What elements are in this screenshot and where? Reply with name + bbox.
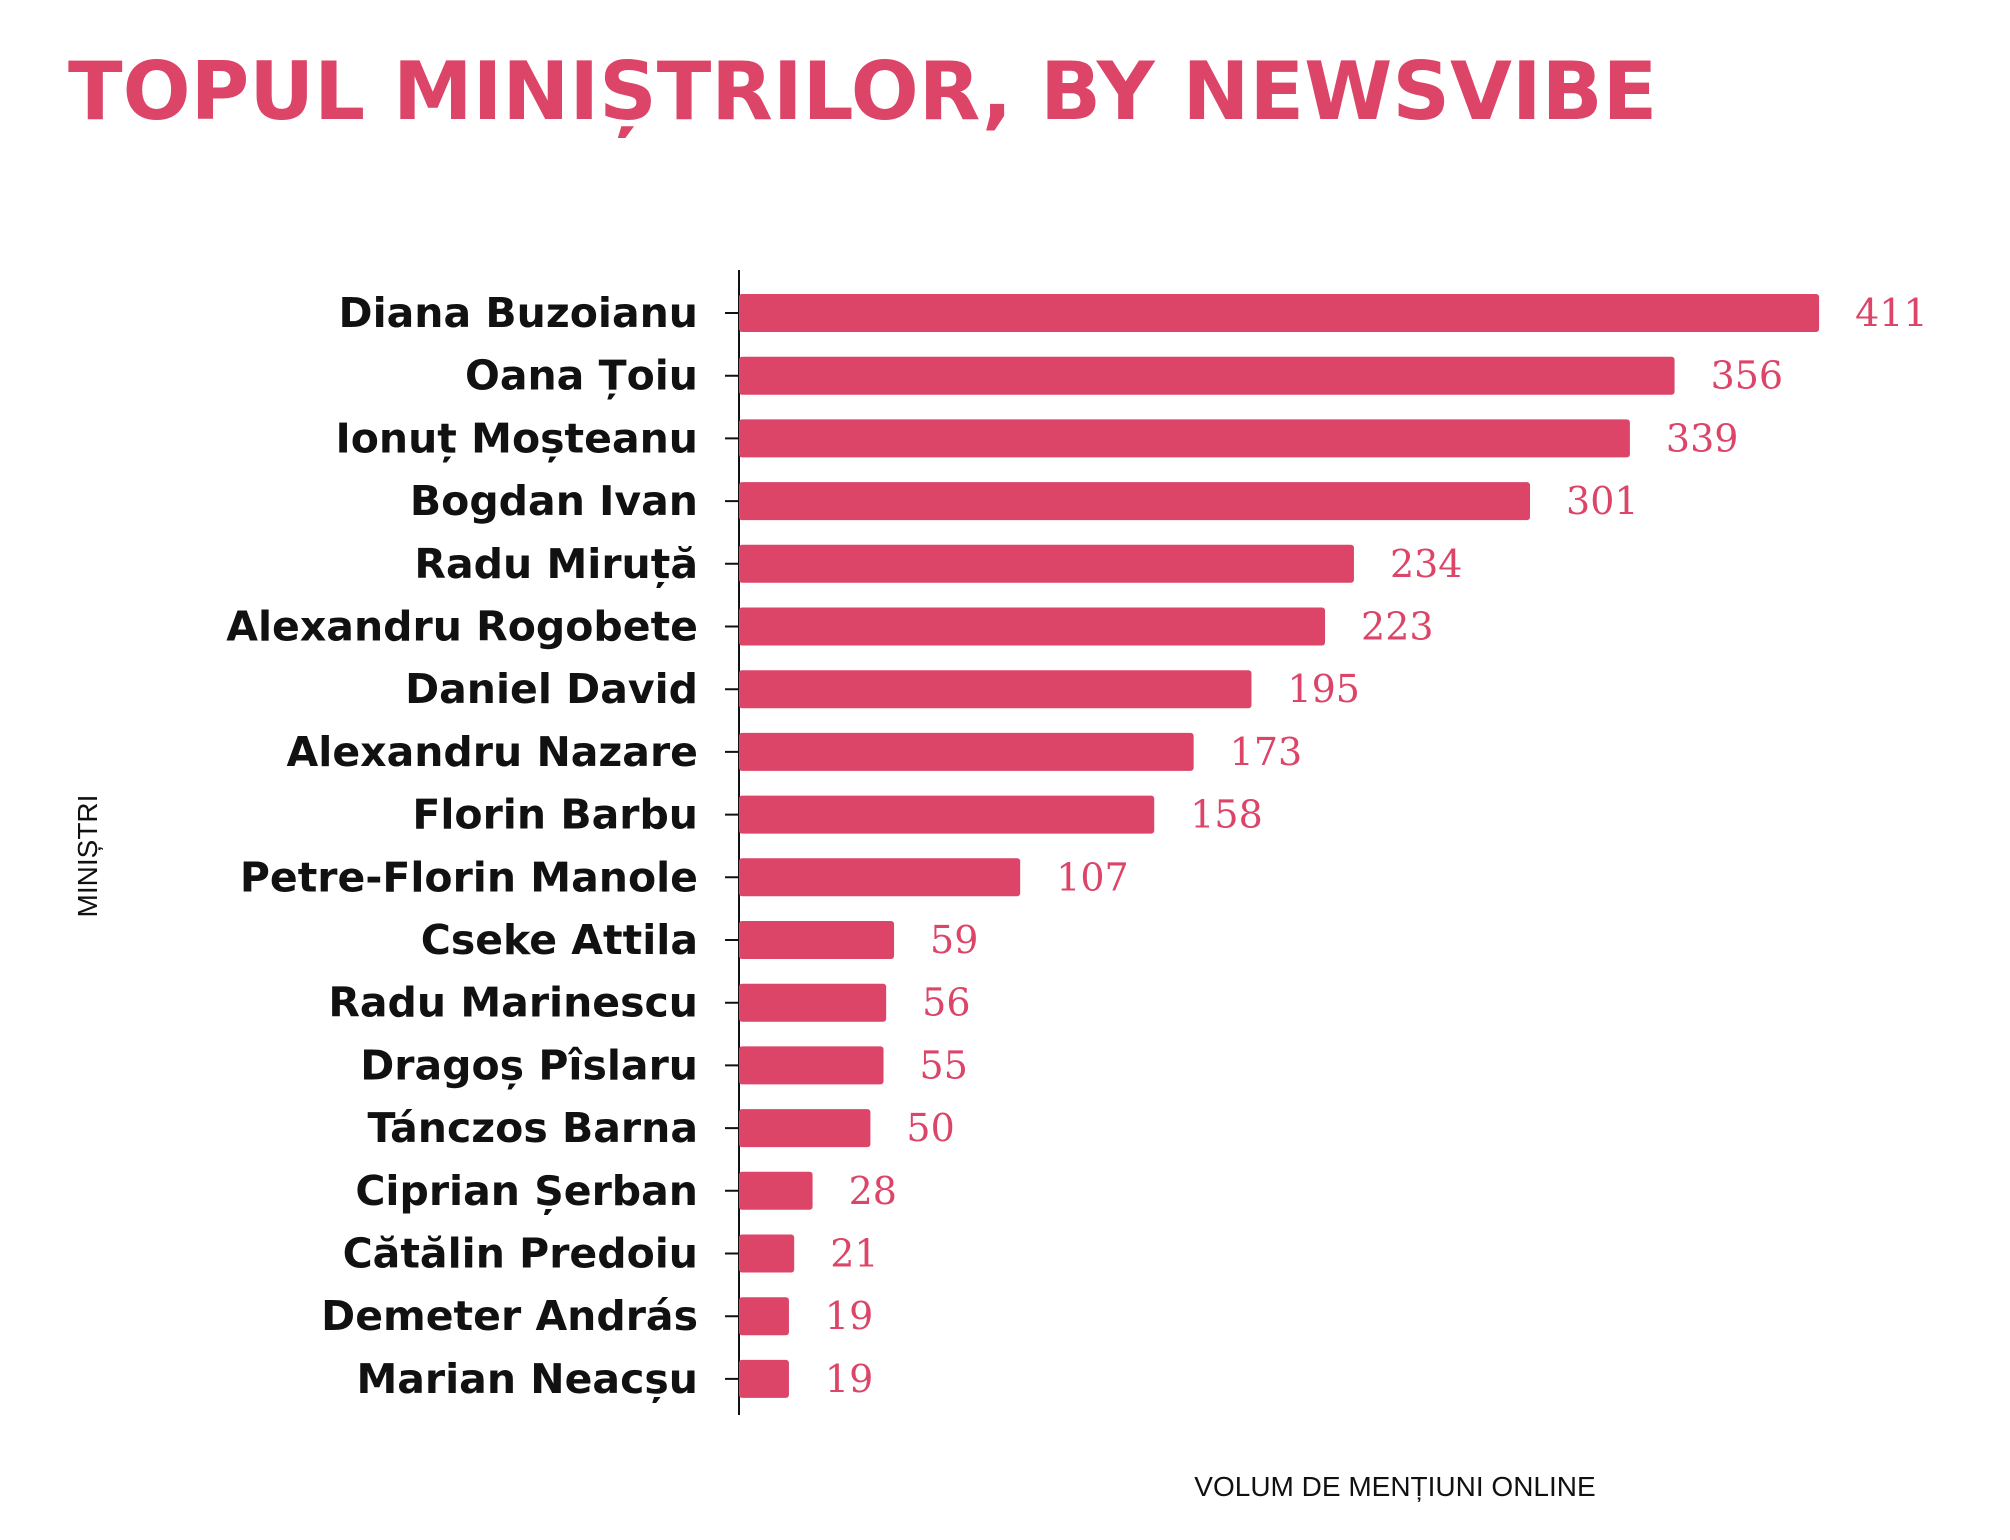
bar bbox=[739, 858, 1021, 897]
y-axis-title: MINIȘTRI bbox=[72, 795, 103, 918]
category-label: Demeter András bbox=[321, 1292, 698, 1340]
bar bbox=[739, 1109, 871, 1148]
category-label: Bogdan Ivan bbox=[410, 477, 698, 525]
data-label: 55 bbox=[920, 1043, 968, 1087]
category-label: Daniel David bbox=[405, 665, 698, 713]
category-label: Ciprian Șerban bbox=[355, 1167, 698, 1215]
data-label: 234 bbox=[1390, 542, 1463, 586]
bar bbox=[739, 544, 1354, 583]
bar bbox=[739, 795, 1155, 834]
bar bbox=[739, 670, 1252, 709]
data-label: 411 bbox=[1855, 291, 1928, 335]
bar bbox=[739, 1359, 789, 1398]
bars-layer bbox=[739, 294, 1820, 1398]
labels-layer: Diana Buzoianu 411 Oana Țoiu 356 Ionuț Moște… bbox=[226, 289, 1927, 1403]
category-label: Dragoș Pîslaru bbox=[360, 1041, 698, 1089]
bar bbox=[739, 1297, 789, 1336]
bar bbox=[739, 1046, 884, 1085]
bar bbox=[739, 356, 1675, 395]
data-label: 59 bbox=[930, 918, 978, 962]
bar bbox=[739, 732, 1194, 771]
bar bbox=[739, 482, 1531, 521]
data-label: 339 bbox=[1666, 416, 1739, 460]
bar bbox=[739, 983, 887, 1022]
x-axis-title: VOLUM DE MENȚIUNI ONLINE bbox=[1194, 1471, 1595, 1502]
category-label: Tánczos Barna bbox=[367, 1104, 698, 1152]
data-label: 356 bbox=[1711, 354, 1784, 398]
data-label: 301 bbox=[1566, 479, 1639, 523]
bar bbox=[739, 607, 1326, 646]
data-label: 195 bbox=[1287, 667, 1360, 711]
data-label: 19 bbox=[825, 1294, 873, 1338]
data-label: 28 bbox=[849, 1169, 897, 1213]
category-label: Diana Buzoianu bbox=[339, 289, 698, 337]
category-label: Cseke Attila bbox=[421, 916, 698, 964]
category-label: Alexandru Rogobete bbox=[226, 603, 698, 651]
bar bbox=[739, 419, 1630, 458]
data-label: 50 bbox=[906, 1106, 954, 1150]
category-label: Florin Barbu bbox=[412, 791, 698, 839]
data-label: 107 bbox=[1056, 855, 1129, 899]
chart-title: TOPUL MINIȘTRILOR, BY NEWSVIBE bbox=[68, 45, 1658, 138]
category-label: Ionuț Moșteanu bbox=[336, 414, 699, 462]
bar bbox=[739, 1234, 795, 1273]
data-label: 19 bbox=[825, 1357, 873, 1401]
category-label: Cătălin Predoiu bbox=[343, 1230, 698, 1278]
category-label: Alexandru Nazare bbox=[287, 728, 698, 776]
data-label: 223 bbox=[1361, 605, 1434, 649]
category-label: Radu Miruță bbox=[414, 540, 698, 588]
data-label: 173 bbox=[1230, 730, 1303, 774]
category-label: Oana Țoiu bbox=[465, 352, 698, 400]
bar bbox=[739, 294, 1820, 332]
bar bbox=[739, 1171, 813, 1210]
category-label: Radu Marinescu bbox=[328, 979, 698, 1027]
data-label: 21 bbox=[830, 1232, 878, 1276]
data-label: 56 bbox=[922, 981, 970, 1025]
category-label: Petre-Florin Manole bbox=[240, 853, 698, 901]
data-label: 158 bbox=[1190, 793, 1263, 837]
bar bbox=[739, 921, 895, 959]
category-label: Marian Neacșu bbox=[356, 1355, 698, 1403]
